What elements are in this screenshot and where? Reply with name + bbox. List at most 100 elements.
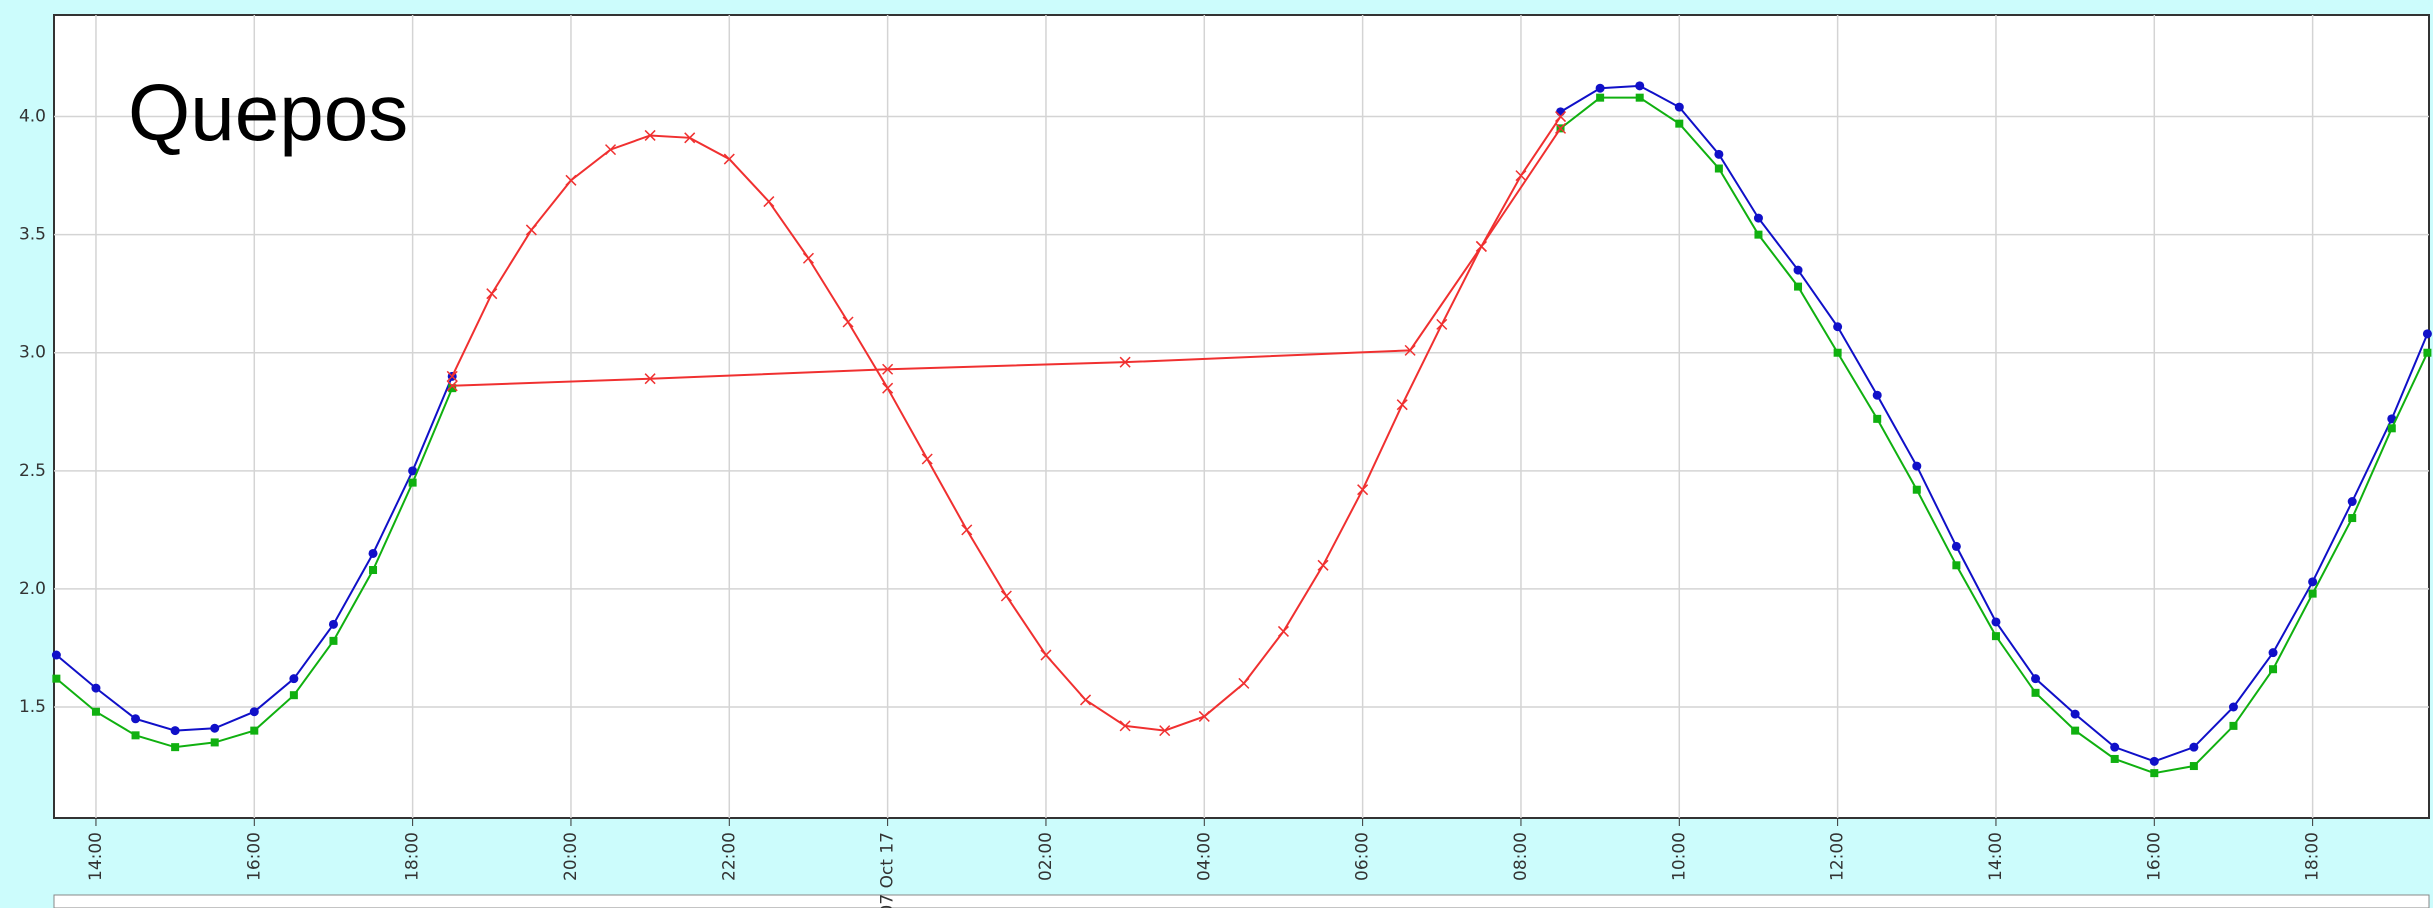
point [2150, 769, 2159, 778]
point [1080, 694, 1092, 706]
point [131, 731, 140, 740]
point [1912, 461, 1922, 471]
y-tick-label: 3.0 [19, 343, 46, 363]
point [329, 636, 338, 645]
point [1238, 677, 1250, 689]
point [2189, 742, 2199, 752]
point [1991, 632, 2000, 641]
point [448, 384, 457, 393]
point [2308, 589, 2317, 598]
point [2149, 756, 2159, 766]
point [565, 174, 577, 186]
x-tick-label: 16:00 [244, 832, 264, 881]
point [210, 738, 219, 747]
point [368, 548, 378, 558]
point [1396, 399, 1408, 411]
point [763, 196, 775, 208]
point [1555, 122, 1567, 134]
point [882, 363, 894, 375]
y-tick-label: 2.0 [19, 579, 46, 599]
point [2228, 702, 2238, 712]
point [1000, 590, 1012, 602]
point [1040, 649, 1052, 661]
point [2071, 726, 2080, 735]
point [1317, 559, 1329, 571]
point [289, 691, 298, 700]
point [369, 566, 378, 575]
point [2347, 497, 2357, 507]
point [2348, 514, 2357, 523]
point [1952, 561, 1961, 570]
point [2070, 709, 2080, 719]
point [1873, 414, 1882, 423]
x-tick-label: 12:00 [1828, 832, 1848, 881]
point [1515, 170, 1527, 182]
x-tick-label: 02:00 [1036, 832, 1056, 881]
point [1357, 484, 1369, 496]
point [1833, 348, 1842, 357]
point [408, 478, 417, 487]
point [684, 132, 696, 144]
y-tick-label: 1.5 [19, 697, 46, 717]
point [2031, 688, 2040, 697]
point [1833, 322, 1843, 332]
point [1674, 102, 1684, 112]
point [2269, 665, 2278, 674]
x-tick-label: 20:00 [561, 832, 581, 881]
point [131, 714, 141, 724]
point [1872, 390, 1882, 400]
point [1475, 240, 1487, 252]
x-tick-label: 14:00 [1986, 832, 2006, 881]
point [446, 380, 458, 392]
point [1277, 625, 1289, 637]
point [1436, 318, 1448, 330]
point [1951, 541, 1961, 551]
point [2308, 577, 2318, 587]
point [1596, 93, 1605, 102]
point [486, 288, 498, 300]
point [1793, 265, 1803, 275]
plot-area [53, 14, 2430, 819]
point [1675, 119, 1684, 128]
marks [51, 81, 2432, 778]
point [2422, 329, 2432, 339]
point [2387, 414, 2397, 424]
point [2423, 348, 2432, 357]
point [210, 723, 220, 733]
point [1556, 107, 1566, 117]
point [644, 373, 656, 385]
point [408, 466, 418, 476]
y-tick-label: 3.5 [19, 225, 46, 245]
point [525, 224, 537, 236]
grid: 1.5 2.0 2.5 3.0 3.5 4.0 14:00 16:00 18:00 20:00 22… [19, 15, 2429, 908]
point [1754, 230, 1763, 239]
x-tick-label: 04:00 [1194, 832, 1214, 881]
point [1991, 617, 2001, 627]
point [842, 316, 854, 328]
chart-title: Quepos [128, 68, 408, 157]
point [1595, 83, 1605, 93]
point [1159, 725, 1171, 737]
point [1555, 111, 1567, 123]
point [921, 453, 933, 465]
x-tick-label: 16:00 [2144, 832, 2164, 881]
x-tick-label: 22:00 [719, 832, 739, 881]
point [1794, 282, 1803, 291]
point [605, 144, 617, 156]
point [289, 674, 299, 684]
point [2229, 721, 2238, 730]
point [882, 382, 894, 394]
point [1912, 485, 1921, 494]
point [91, 683, 101, 693]
point [1119, 720, 1131, 732]
point [171, 743, 180, 752]
point [52, 674, 61, 683]
point [1119, 356, 1131, 368]
point [2387, 424, 2396, 433]
point [1635, 93, 1644, 102]
point [1714, 149, 1724, 159]
point [723, 153, 735, 165]
point [2110, 754, 2119, 763]
point [961, 524, 973, 536]
point [250, 726, 259, 735]
